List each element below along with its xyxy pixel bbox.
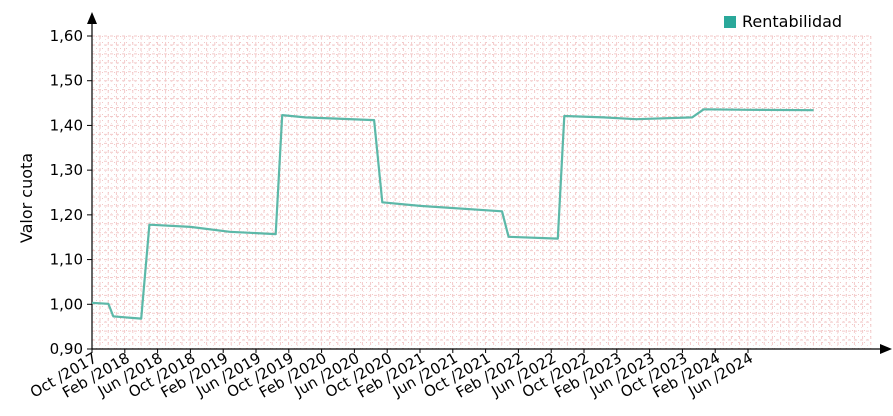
legend: Rentabilidad xyxy=(724,12,842,31)
y-tick-label: 1,30 xyxy=(50,161,83,179)
y-tick-label: 1,60 xyxy=(50,27,83,45)
legend-swatch xyxy=(724,16,736,28)
plot-background xyxy=(92,36,871,349)
y-axis-arrow xyxy=(87,12,97,24)
axes xyxy=(87,12,892,354)
series-line-rentabilidad xyxy=(91,108,814,320)
legend-entry: Rentabilidad xyxy=(742,12,842,31)
y-tick-label: 1,50 xyxy=(50,72,83,90)
y-tick-label: 1,20 xyxy=(50,206,83,224)
y-tick-labels: 0,90 1,00 1,10 1,20 1,30 1,40 1,50 1,60 xyxy=(50,27,83,358)
y-axis-label: Valor cuota xyxy=(17,153,36,243)
y-tick-label: 1,40 xyxy=(50,116,83,134)
y-tick-label: 1,00 xyxy=(50,295,83,313)
x-axis-arrow xyxy=(880,344,892,354)
grid xyxy=(92,35,872,349)
series-layer xyxy=(91,108,814,320)
y-tick-label: 0,90 xyxy=(50,340,83,358)
y-tick-label: 1,10 xyxy=(50,251,83,269)
